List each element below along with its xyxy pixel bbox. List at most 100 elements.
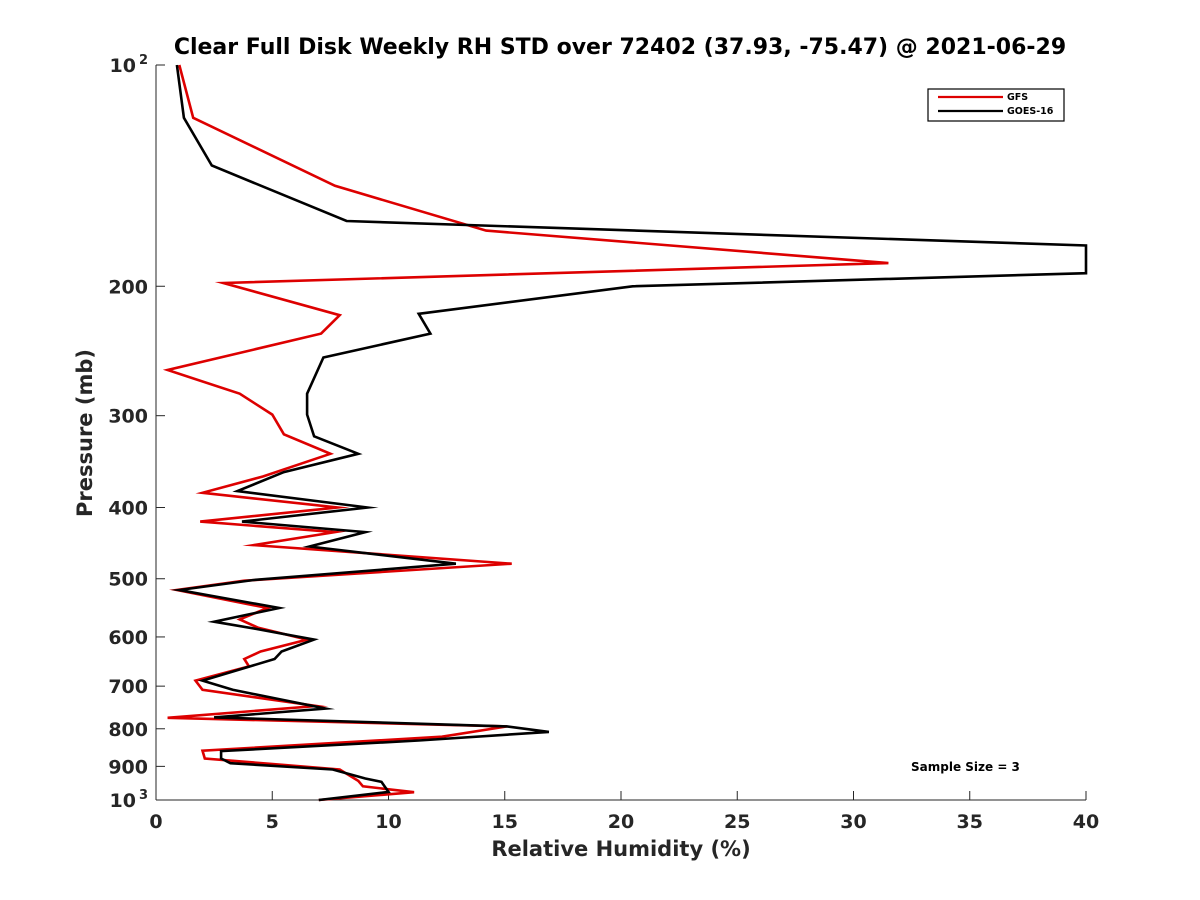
data-point-gfs — [166, 717, 168, 719]
data-point-goes-16 — [183, 117, 185, 119]
y-tick-label: 200 — [108, 276, 148, 298]
y-tick-label: 500 — [108, 569, 148, 591]
legend-label-gfs: GFS — [1007, 92, 1028, 103]
data-point-gfs — [259, 650, 261, 652]
data-point-goes-16 — [253, 579, 255, 581]
data-point-goes-16 — [213, 621, 215, 623]
x-tick-label: 40 — [1073, 811, 1099, 833]
data-point-goes-16 — [313, 435, 315, 437]
data-point-goes-16 — [306, 393, 308, 395]
data-point-gfs — [192, 117, 194, 119]
data-point-goes-16 — [418, 313, 420, 315]
data-point-gfs — [222, 282, 224, 284]
data-point-goes-16 — [357, 453, 359, 455]
data-point-gfs — [283, 433, 285, 435]
y-tick-label: 400 — [108, 498, 148, 520]
y-tick-label: 800 — [108, 719, 148, 741]
data-point-gfs — [329, 453, 331, 455]
data-point-gfs — [239, 618, 241, 620]
y-tick-label: 10 — [110, 55, 136, 77]
data-point-goes-16 — [241, 520, 243, 522]
legend: GFS GOES-16 — [927, 88, 1065, 122]
data-point-goes-16 — [229, 762, 231, 764]
y-tick-label: 300 — [108, 406, 148, 428]
data-point-goes-16 — [380, 781, 382, 783]
data-point-gfs — [336, 506, 338, 508]
data-point-gfs — [320, 332, 322, 334]
data-point-goes-16 — [255, 628, 257, 630]
data-point-goes-16 — [364, 777, 366, 779]
data-point-gfs — [413, 791, 415, 793]
sample-size-annotation: Sample Size = 3 — [911, 760, 1020, 774]
data-point-gfs — [334, 531, 336, 533]
y-axis-label: Pressure (mb) — [73, 349, 97, 517]
data-point-goes-16 — [1085, 244, 1087, 246]
x-axis-label: Relative Humidity (%) — [491, 837, 750, 861]
data-point-goes-16 — [236, 490, 238, 492]
data-point-gfs — [362, 785, 364, 787]
data-point-gfs — [334, 185, 336, 187]
data-point-gfs — [271, 413, 273, 415]
x-tick-label: 20 — [608, 811, 634, 833]
data-point-goes-16 — [332, 768, 334, 770]
data-point-gfs — [178, 64, 180, 66]
y-tick-exponent: 3 — [139, 788, 148, 803]
y-tick-label: 700 — [108, 676, 148, 698]
data-point-goes-16 — [325, 707, 327, 709]
x-tick-label: 25 — [724, 811, 750, 833]
data-point-goes-16 — [364, 531, 366, 533]
x-ticks: 0 5 10 15 20 25 30 35 40 — [149, 791, 1099, 833]
data-point-gfs — [887, 262, 889, 264]
data-point-goes-16 — [220, 750, 222, 752]
x-tick-label: 30 — [840, 811, 866, 833]
data-point-goes-16 — [308, 545, 310, 547]
data-point-goes-16 — [506, 725, 508, 727]
legend-box — [927, 88, 1065, 122]
data-point-goes-16 — [178, 589, 180, 591]
data-point-goes-16 — [313, 638, 315, 640]
series-layer — [162, 64, 1088, 802]
data-point-goes-16 — [211, 164, 213, 166]
data-point-goes-16 — [280, 650, 282, 652]
data-point-gfs — [253, 544, 255, 546]
y-tick-label: 10 — [110, 790, 136, 812]
data-point-goes-16 — [213, 716, 215, 718]
chart-title: Clear Full Disk Weekly RH STD over 72402… — [174, 35, 1066, 60]
data-point-goes-16 — [387, 791, 389, 793]
data-point-gfs — [166, 369, 168, 371]
data-point-gfs — [201, 689, 203, 691]
data-point-goes-16 — [201, 679, 203, 681]
data-point-goes-16 — [220, 757, 222, 759]
data-point-gfs — [485, 229, 487, 231]
data-point-gfs — [194, 679, 196, 681]
data-point-goes-16 — [345, 220, 347, 222]
data-point-gfs — [199, 520, 201, 522]
data-point-gfs — [339, 314, 341, 316]
data-point-gfs — [243, 658, 245, 660]
data-point-goes-16 — [366, 506, 368, 508]
data-point-goes-16 — [176, 64, 178, 66]
series-line-goes-16 — [170, 64, 1088, 802]
data-point-goes-16 — [232, 689, 234, 691]
data-point-gfs — [441, 736, 443, 738]
data-point-goes-16 — [278, 607, 280, 609]
data-point-goes-16 — [418, 739, 420, 741]
data-point-goes-16 — [1085, 272, 1087, 274]
data-point-gfs — [204, 757, 206, 759]
data-point-gfs — [511, 563, 513, 565]
x-tick-label: 10 — [375, 811, 401, 833]
y-tick-label: 600 — [108, 627, 148, 649]
data-point-goes-16 — [318, 799, 320, 801]
x-tick-label: 0 — [149, 811, 162, 833]
data-point-goes-16 — [283, 471, 285, 473]
data-point-goes-16 — [631, 285, 633, 287]
x-tick-label: 5 — [266, 811, 279, 833]
data-point-goes-16 — [322, 356, 324, 358]
y-tick-label: 900 — [108, 756, 148, 778]
data-point-gfs — [239, 393, 241, 395]
data-point-goes-16 — [306, 413, 308, 415]
legend-label-goes-16: GOES-16 — [1007, 106, 1054, 117]
